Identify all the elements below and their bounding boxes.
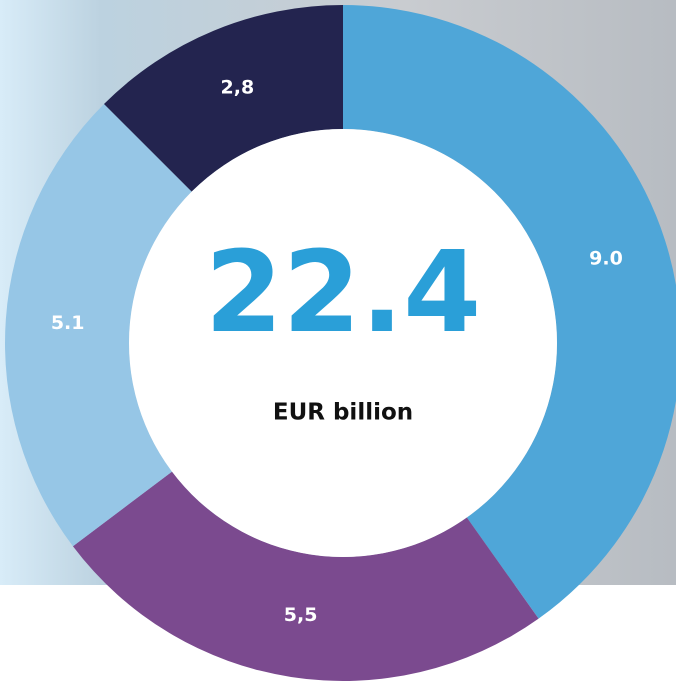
total-value: 22.4 xyxy=(205,228,481,358)
value-label: 5.1 xyxy=(51,312,85,334)
value-label: 5,5 xyxy=(284,604,318,626)
value-label: 9.0 xyxy=(589,248,623,270)
value-label: 2,8 xyxy=(221,77,255,99)
chart: 22.4 EUR billion 9.0 5,5 5.1 2,8 xyxy=(0,0,676,682)
unit-label: EUR billion xyxy=(273,400,413,426)
